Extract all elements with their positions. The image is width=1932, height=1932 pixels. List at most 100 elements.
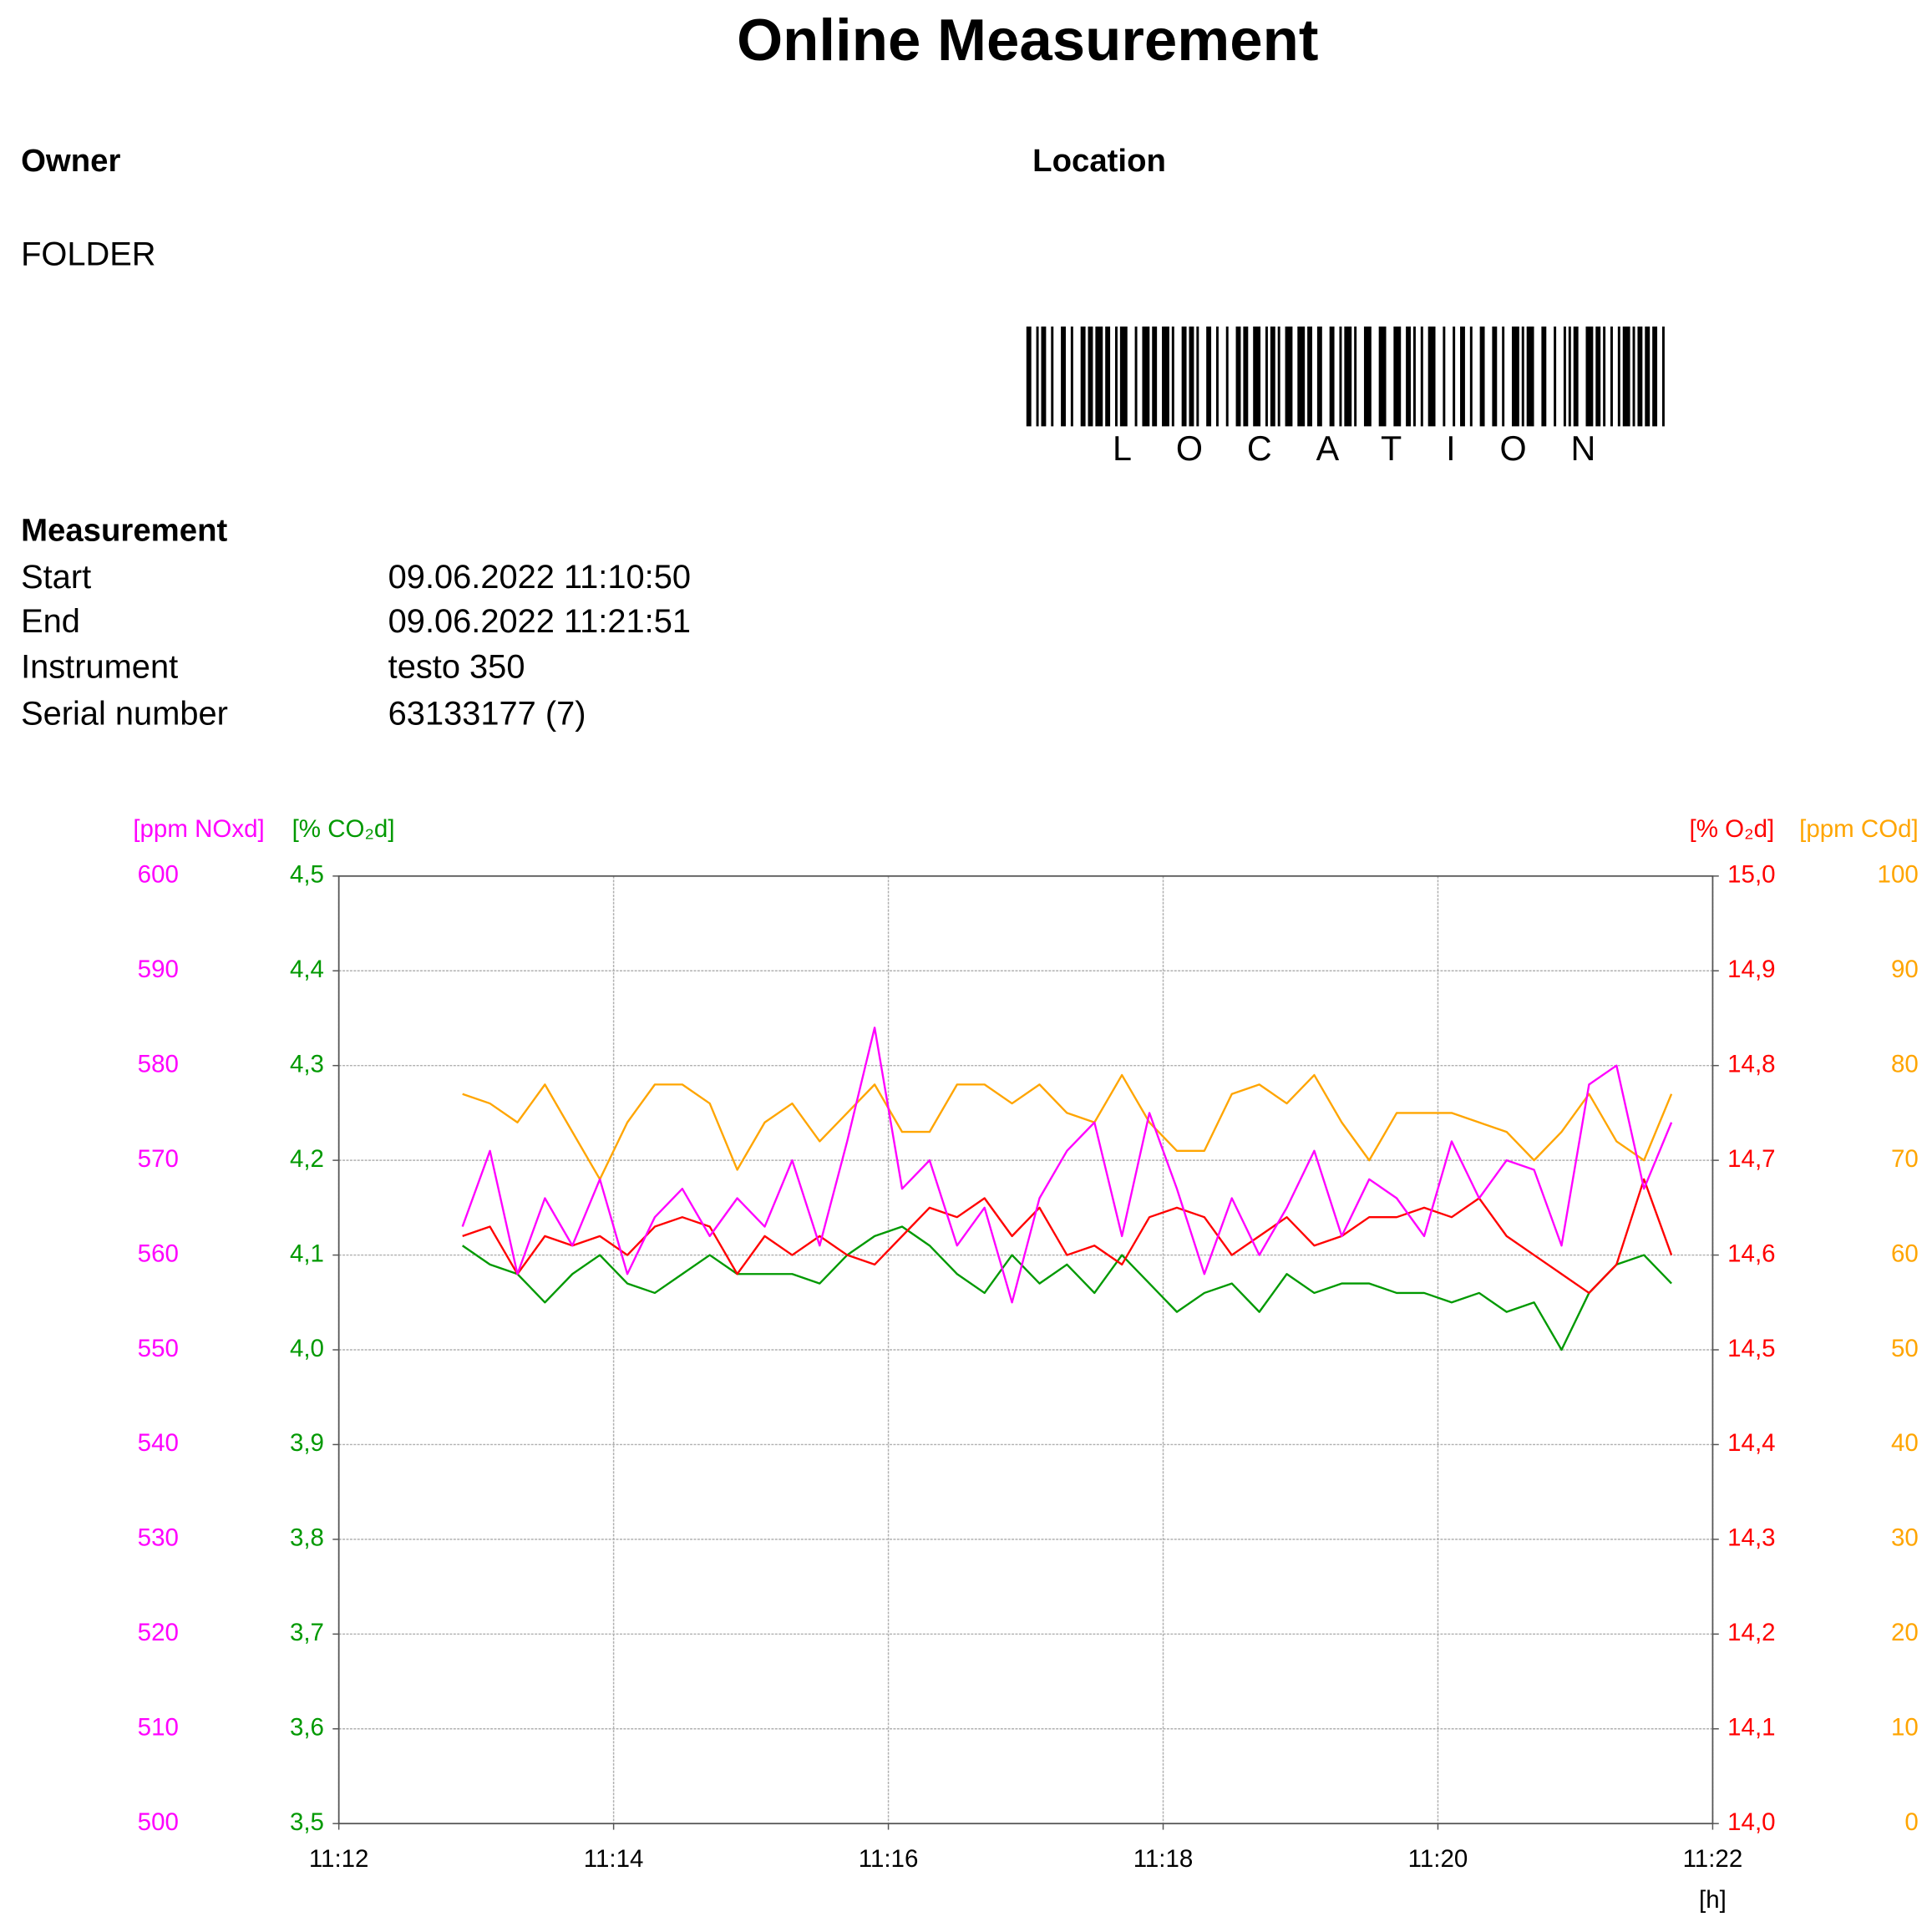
barcode-bar	[1344, 326, 1352, 427]
barcode-bar	[1253, 326, 1261, 427]
barcode-bar	[1152, 326, 1158, 427]
barcode-bar	[1162, 326, 1169, 427]
barcode-bar	[1595, 326, 1601, 427]
barcode-bar	[1585, 326, 1594, 427]
axis-title: [ppm NOxd]	[133, 815, 264, 843]
y-tick-label: 0	[1904, 1808, 1918, 1836]
y-tick-label: 14,1	[1727, 1714, 1775, 1742]
barcode-bar	[1171, 326, 1174, 427]
y-tick-label: 30	[1891, 1524, 1919, 1552]
barcode-bar	[1225, 326, 1229, 427]
barcode-bar	[1235, 326, 1241, 427]
barcode-bar	[1270, 326, 1275, 427]
row-label: Start	[21, 559, 91, 596]
barcode-bar	[1329, 326, 1335, 427]
y-tick-label: 590	[138, 956, 179, 983]
y-tick-label: 14,3	[1727, 1524, 1775, 1552]
row-label: Instrument	[21, 649, 178, 686]
y-tick-label: 4,5	[290, 861, 324, 889]
row-label: Serial number	[21, 696, 228, 733]
y-tick-label: 600	[138, 861, 179, 889]
barcode-bar	[1502, 326, 1505, 427]
y-tick-label: 10	[1891, 1714, 1919, 1742]
y-tick-label: 40	[1891, 1429, 1919, 1457]
barcode-bar	[1196, 326, 1199, 427]
barcode-bar	[1554, 326, 1557, 427]
y-tick-label: 4,0	[290, 1335, 324, 1362]
barcode-bar	[1460, 326, 1465, 427]
x-tick-label: 11:18	[1133, 1845, 1194, 1873]
chart: [ppm NOxd]500510520530540550560570580590…	[133, 815, 1918, 1914]
owner-label: Owner	[21, 143, 120, 179]
title: Online Measurement	[737, 8, 1318, 74]
x-tick-label: 11:12	[309, 1845, 369, 1873]
y-tick-label: 4,3	[290, 1050, 324, 1078]
barcode-bar	[1061, 326, 1066, 427]
barcode-bar	[1114, 326, 1118, 427]
barcode-bar	[1119, 326, 1128, 427]
y-tick-label: 14,9	[1727, 956, 1775, 983]
barcode-bar	[1105, 326, 1111, 427]
barcode-bar	[1568, 326, 1571, 427]
y-tick-label: 510	[138, 1714, 179, 1742]
y-tick-label: 3,7	[290, 1619, 324, 1646]
barcode-bar	[1420, 326, 1423, 427]
barcode-bar	[1316, 326, 1322, 427]
barcode-bar	[1206, 326, 1212, 427]
y-tick-label: 100	[1878, 861, 1919, 889]
barcode-bar	[1541, 326, 1547, 427]
barcode-bar	[1563, 326, 1566, 427]
y-tick-label: 14,7	[1727, 1145, 1775, 1173]
barcode-bar	[1526, 326, 1534, 427]
barcode-bar	[1189, 326, 1194, 427]
barcode-bar	[1412, 326, 1416, 427]
y-tick-label: 560	[138, 1240, 179, 1267]
barcode-bar	[1622, 326, 1630, 427]
barcode-bar	[1652, 326, 1658, 427]
barcode-bar	[1521, 326, 1524, 427]
row-label: End	[21, 603, 80, 640]
barcode-bar	[1443, 326, 1446, 427]
x-tick-label: 11:22	[1683, 1845, 1743, 1873]
y-tick-label: 580	[138, 1050, 179, 1078]
x-tick-label: 11:20	[1408, 1845, 1468, 1873]
barcode-bar	[1051, 326, 1054, 427]
y-tick-label: 4,2	[290, 1145, 324, 1173]
barcode-bar	[1088, 326, 1093, 427]
y-tick-label: 70	[1891, 1145, 1919, 1173]
barcode-bar	[1095, 326, 1103, 427]
barcode-bar	[1142, 326, 1150, 427]
y-tick-label: 14,4	[1727, 1429, 1775, 1457]
y-tick-label: 14,6	[1727, 1240, 1775, 1267]
barcode-bar	[1479, 326, 1485, 427]
barcode-bar	[1181, 326, 1187, 427]
x-tick-label: 11:14	[584, 1845, 644, 1873]
barcode-bar	[1511, 326, 1519, 427]
barcode-bar	[1632, 326, 1635, 427]
barcode-bar	[1610, 326, 1613, 427]
y-tick-label: 3,6	[290, 1714, 324, 1742]
y-tick-label: 80	[1891, 1050, 1919, 1078]
measurement-table: Start 09.06.2022 11:10:50 End 09.06.2022 11…	[21, 559, 691, 733]
barcode-bar	[1406, 326, 1412, 427]
barcode-bar	[1215, 326, 1219, 427]
x-tick-label: 11:16	[859, 1845, 919, 1873]
series-line	[462, 1178, 1673, 1295]
y-tick-label: 570	[138, 1145, 179, 1173]
barcode-bar	[1354, 326, 1357, 427]
barcode-bar	[1661, 326, 1665, 427]
y-tick-label: 3,8	[290, 1524, 324, 1552]
barcode-bar	[1080, 326, 1086, 427]
barcode-bar	[1363, 326, 1372, 427]
barcode-bar	[1041, 326, 1047, 427]
y-tick-label: 20	[1891, 1619, 1919, 1646]
y-tick-label: 4,4	[290, 956, 324, 983]
y-tick-label: 3,9	[290, 1429, 324, 1457]
series-line	[462, 1225, 1672, 1351]
barcode-bar	[1603, 326, 1606, 427]
series-line	[462, 1073, 1673, 1180]
y-tick-label: 14,0	[1727, 1808, 1775, 1836]
barcode-bar	[1339, 326, 1342, 427]
barcode-bar	[1265, 326, 1268, 427]
